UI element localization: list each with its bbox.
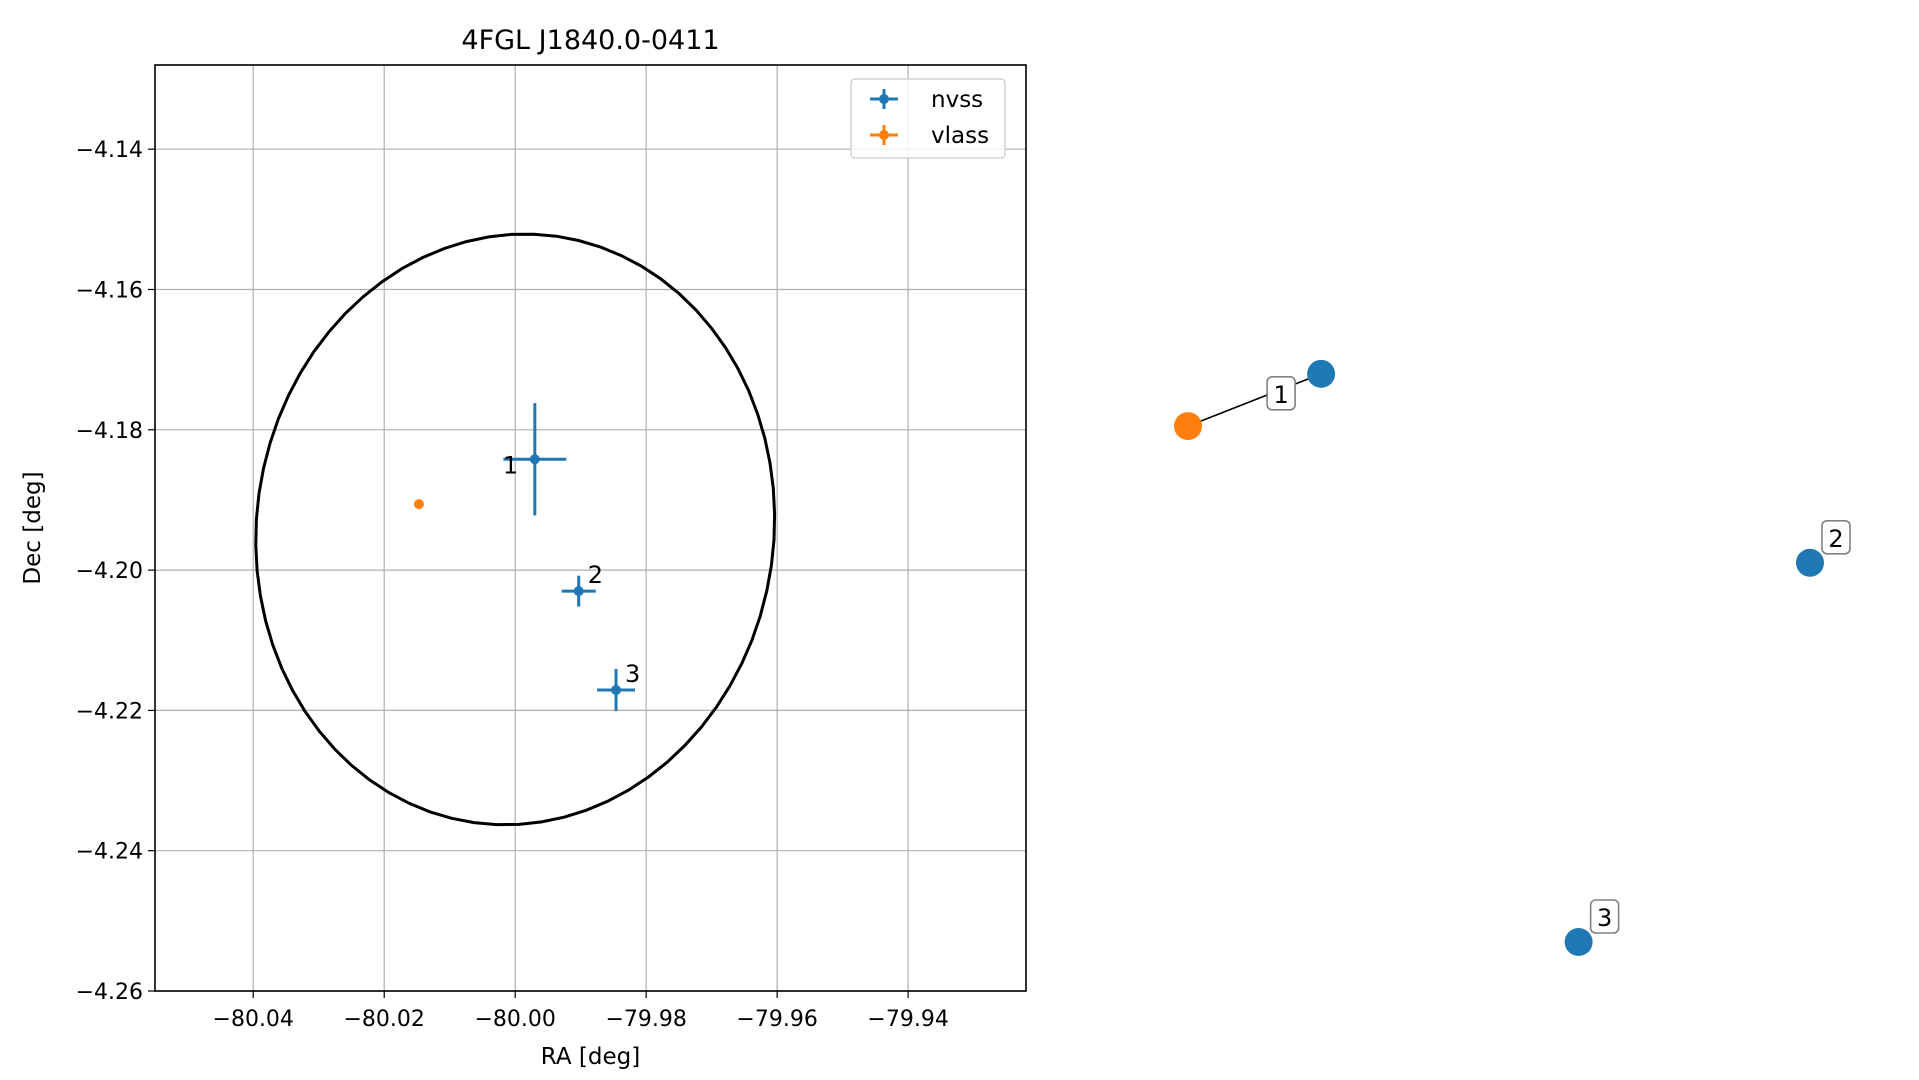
- y-tick-label: −4.14: [76, 138, 143, 163]
- grid-lines: [155, 65, 1026, 992]
- legend-label-vlass: vlass: [931, 123, 989, 149]
- right-plot-panel: 1 2 3: [1174, 359, 1851, 956]
- nvss-point-label: 1: [503, 451, 518, 479]
- y-tick-label: −4.22: [76, 699, 143, 724]
- nvss-point-label: 3: [625, 660, 640, 688]
- nvss-point: [573, 586, 584, 597]
- y-axis-label: Dec [deg]: [20, 471, 46, 584]
- y-tick-label: −4.16: [76, 278, 143, 303]
- x-axis-ticks: −80.04 −80.02 −80.00 −79.98 −79.96 −79.94: [213, 991, 949, 1032]
- node-label-box: [1589, 899, 1620, 934]
- nvss-node: [1796, 548, 1824, 577]
- y-tick-label: −4.20: [76, 559, 143, 584]
- localization-ellipse: [254, 232, 777, 827]
- node-label-box: [1821, 519, 1851, 555]
- left-plot-panel: 4FGL J1840.0-0411 1 2 3 −80.04 −80.02 −80.00…: [20, 25, 1027, 1070]
- x-axis-label: RA [deg]: [541, 1044, 640, 1070]
- x-tick-label: −80.02: [343, 1007, 424, 1032]
- nvss-node: [1307, 359, 1336, 388]
- node-label: 1: [1273, 381, 1288, 409]
- x-tick-label: −79.94: [867, 1007, 948, 1032]
- node-label: 2: [1828, 525, 1843, 553]
- nvss-point-label: 2: [588, 561, 603, 589]
- plot-title: 4FGL J1840.0-0411: [461, 25, 719, 56]
- y-tick-label: −4.24: [76, 840, 143, 865]
- x-tick-label: −80.00: [474, 1007, 555, 1032]
- x-tick-label: −80.04: [213, 1007, 294, 1032]
- legend-label-nvss: nvss: [931, 87, 983, 113]
- vlass-point: [413, 499, 424, 510]
- x-tick-label: −79.96: [736, 1007, 817, 1032]
- legend-marker-nvss: [879, 94, 889, 104]
- data-points-layer: 1 2 3: [413, 403, 640, 712]
- node-label: 3: [1597, 904, 1612, 932]
- x-tick-label: −79.98: [605, 1007, 686, 1032]
- axes-frame: [154, 64, 1027, 992]
- node-label-box: [1266, 376, 1296, 411]
- y-tick-label: −4.18: [76, 419, 143, 444]
- legend-marker-vlass: [879, 130, 889, 140]
- connection-line: [1187, 373, 1322, 427]
- nvss-node: [1564, 928, 1593, 956]
- localization-ellipse-layer: [254, 232, 777, 827]
- vlass-node: [1174, 412, 1202, 441]
- nvss-point: [529, 454, 540, 465]
- nvss-point: [611, 685, 622, 696]
- y-tick-label: −4.26: [76, 980, 143, 1005]
- y-axis-ticks: −4.14 −4.16 −4.18 −4.20 −4.22 −4.24 −4.26: [76, 138, 155, 1005]
- legend: nvss vlass: [850, 78, 1006, 159]
